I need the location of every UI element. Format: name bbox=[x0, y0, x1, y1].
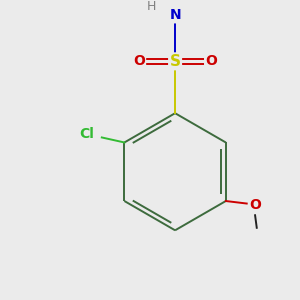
Text: H: H bbox=[147, 1, 156, 13]
Text: N: N bbox=[169, 8, 181, 22]
Text: O: O bbox=[249, 198, 261, 212]
Text: Cl: Cl bbox=[79, 127, 94, 141]
Text: O: O bbox=[205, 54, 217, 68]
Text: S: S bbox=[169, 54, 181, 69]
Text: O: O bbox=[133, 54, 145, 68]
